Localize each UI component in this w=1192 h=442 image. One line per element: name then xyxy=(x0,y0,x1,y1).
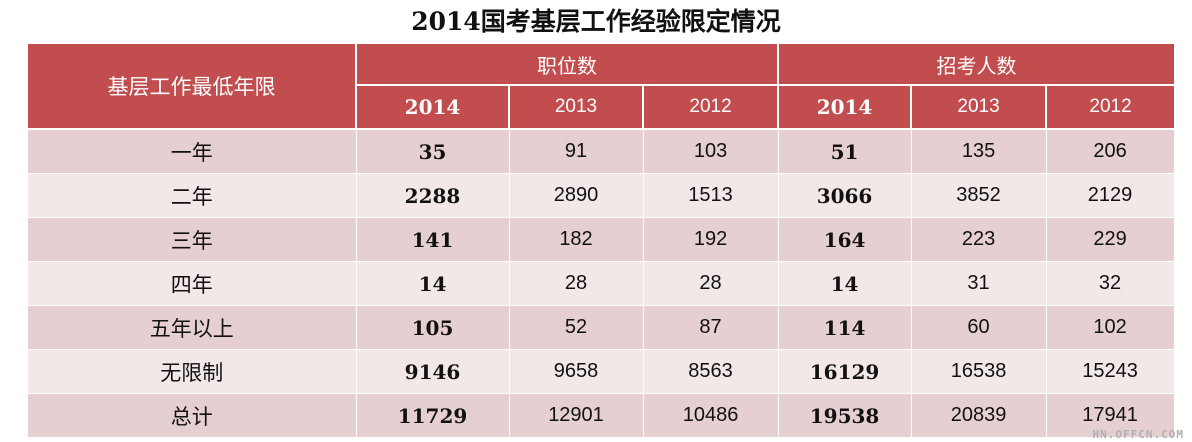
row-label: 总计 xyxy=(28,393,357,438)
table-cell: 16538 xyxy=(911,349,1047,394)
table-cell: 229 xyxy=(1046,217,1175,262)
table-row: 三年 141 182 192 164 223 229 xyxy=(28,217,1175,262)
table-cell: 12901 xyxy=(509,393,644,438)
table-row: 二年 2288 2890 1513 3066 3852 2129 xyxy=(28,173,1175,218)
table-cell: 31 xyxy=(911,261,1047,306)
table-cell: 135 xyxy=(911,129,1047,174)
row-label: 三年 xyxy=(28,217,357,262)
table-cell: 28 xyxy=(643,261,779,306)
row-label: 一年 xyxy=(28,129,357,174)
table-cell: 35 xyxy=(356,129,510,174)
table-cell: 9658 xyxy=(509,349,644,394)
table-cell: 20839 xyxy=(911,393,1047,438)
table-cell: 9146 xyxy=(356,349,510,394)
table-cell: 223 xyxy=(911,217,1047,262)
table-cell: 14 xyxy=(778,261,912,306)
table-title: 2014国考基层工作经验限定情况 xyxy=(411,7,781,36)
table-cell: 141 xyxy=(356,217,510,262)
data-table: 基层工作最低年限 职位数 招考人数 2014 2013 2012 2014 20… xyxy=(28,44,1175,438)
year-header: 2014 xyxy=(356,85,510,130)
table-cell: 91 xyxy=(509,129,644,174)
table-cell: 164 xyxy=(778,217,912,262)
year-header: 2012 xyxy=(1046,85,1175,130)
table-cell: 15243 xyxy=(1046,349,1175,394)
table-cell: 3852 xyxy=(911,173,1047,218)
table-cell: 11729 xyxy=(356,393,510,438)
table-cell: 105 xyxy=(356,305,510,350)
table-cell: 103 xyxy=(643,129,779,174)
table-cell: 19538 xyxy=(778,393,912,438)
table-cell: 32 xyxy=(1046,261,1175,306)
table-cell: 10486 xyxy=(643,393,779,438)
table-cell: 8563 xyxy=(643,349,779,394)
table-row: 一年 35 91 103 51 135 206 xyxy=(28,129,1175,174)
row-label: 二年 xyxy=(28,173,357,218)
table-cell: 51 xyxy=(778,129,912,174)
table-cell: 1513 xyxy=(643,173,779,218)
year-header: 2014 xyxy=(778,85,913,130)
table-cell: 52 xyxy=(509,305,644,350)
group-header-positions: 职位数 xyxy=(356,44,780,86)
row-label: 四年 xyxy=(28,261,357,306)
row-label: 五年以上 xyxy=(28,305,357,350)
row-header: 基层工作最低年限 xyxy=(28,44,357,130)
table-cell: 2890 xyxy=(509,173,644,218)
table-cell: 60 xyxy=(911,305,1047,350)
table-cell: 87 xyxy=(643,305,779,350)
year-header: 2012 xyxy=(643,85,780,130)
row-label: 无限制 xyxy=(28,349,357,394)
table-row: 无限制 9146 9658 8563 16129 16538 15243 xyxy=(28,349,1175,394)
year-header: 2013 xyxy=(911,85,1048,130)
table-cell: 17941 xyxy=(1046,393,1175,438)
table-cell: 114 xyxy=(778,305,912,350)
group-header-applicants: 招考人数 xyxy=(778,44,1175,86)
table-cell: 182 xyxy=(509,217,644,262)
year-header: 2013 xyxy=(509,85,644,130)
table-cell: 14 xyxy=(356,261,510,306)
table-row-total: 总计 11729 12901 10486 19538 20839 17941 xyxy=(28,393,1175,438)
table-cell: 102 xyxy=(1046,305,1175,350)
table-row: 四年 14 28 28 14 31 32 xyxy=(28,261,1175,306)
table-cell: 206 xyxy=(1046,129,1175,174)
table-cell: 16129 xyxy=(778,349,912,394)
table-row: 五年以上 105 52 87 114 60 102 xyxy=(28,305,1175,350)
table-cell: 3066 xyxy=(778,173,912,218)
table-cell: 28 xyxy=(509,261,644,306)
table-cell: 2129 xyxy=(1046,173,1175,218)
table-cell: 192 xyxy=(643,217,779,262)
watermark: HN.OFFCN.COM xyxy=(1092,428,1184,441)
table-cell: 2288 xyxy=(356,173,510,218)
